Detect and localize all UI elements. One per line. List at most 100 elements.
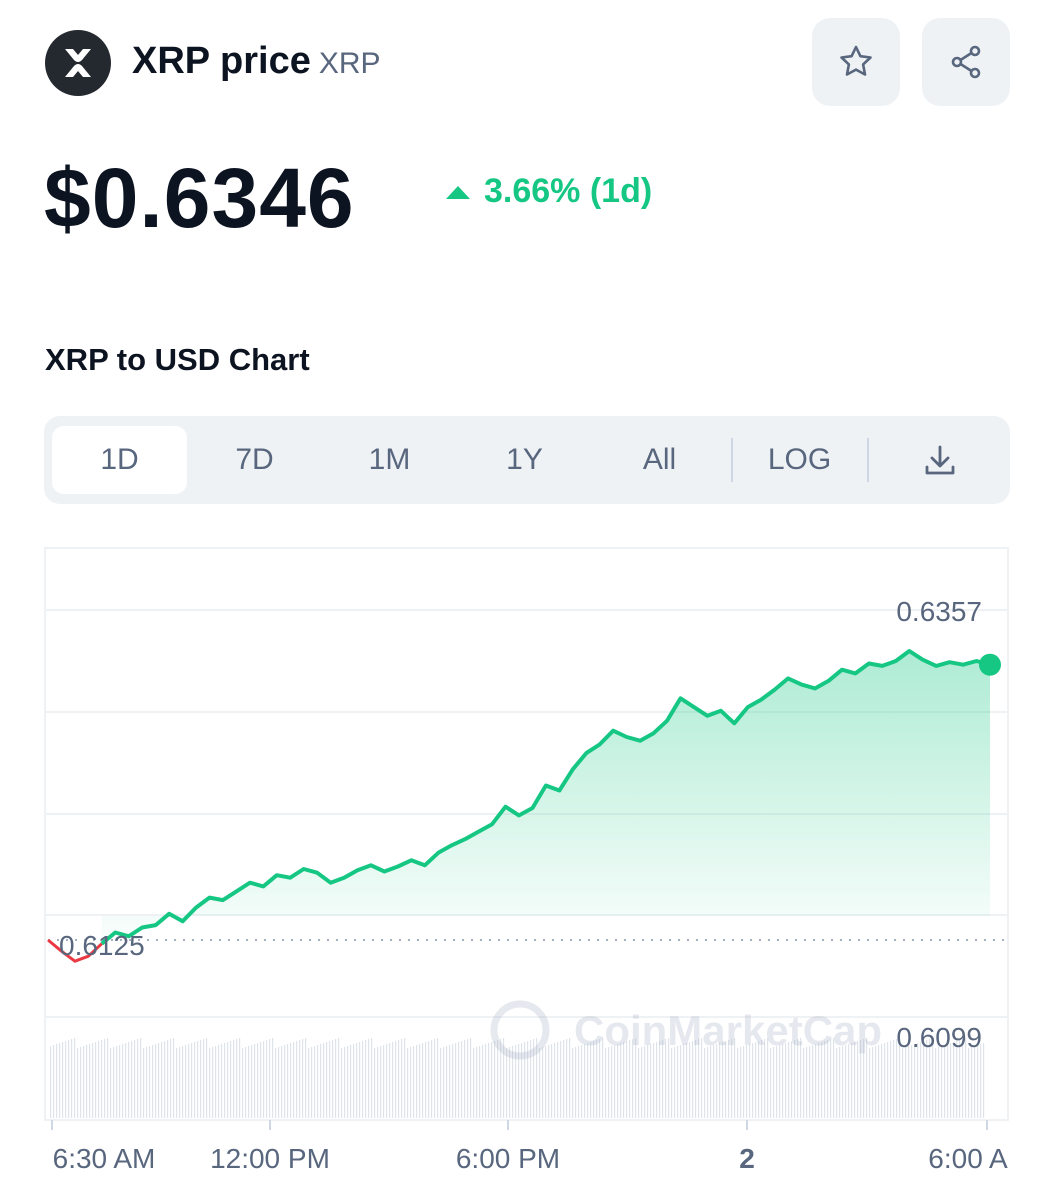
tab-7d[interactable]: 7D [235,443,274,476]
volume-bar [500,1039,502,1118]
tab-log[interactable]: LOG [767,443,832,476]
volume-bar [320,1044,322,1118]
volume-bar [584,1044,586,1118]
volume-bar [344,1047,346,1118]
volume-bar [497,1040,499,1118]
volume-bar [230,1041,232,1118]
volume-bar [95,1042,97,1118]
volume-bar [407,1048,409,1118]
volume-bar [248,1046,250,1118]
download-button[interactable] [872,426,1007,494]
tab-divider [867,438,869,482]
volume-bar [719,1043,721,1118]
volume-bar [542,1047,544,1118]
volume-bar [878,1045,880,1118]
volume-bar [692,1041,694,1118]
volume-bar [962,1039,964,1118]
volume-bar [947,1044,949,1118]
volume-bar [329,1041,331,1118]
volume-bar [560,1041,562,1118]
tab-1y[interactable]: 1Y [506,443,543,476]
volume-bar [473,1048,475,1118]
tab-1d[interactable]: 1D [52,426,187,494]
tab-1m[interactable]: 1M [368,443,411,476]
volume-bar [59,1043,61,1118]
volume-bar [680,1045,682,1118]
volume-bar [728,1040,730,1118]
volume-bar [695,1040,697,1118]
volume-bar [431,1040,433,1118]
volume-bar [554,1043,556,1118]
volume-bar [341,1048,343,1118]
volume-bar [71,1039,73,1118]
volume-bar [332,1040,334,1118]
volume-bar [197,1041,199,1118]
volume-bar [239,1038,241,1118]
volume-bar [311,1047,313,1118]
volume-bar [200,1040,202,1118]
volume-bar [740,1047,742,1118]
volume-bar [419,1044,421,1118]
volume-bar [515,1045,517,1118]
volume-bar [929,1039,931,1118]
volume-bar [317,1045,319,1118]
volume-bar [824,1041,826,1118]
volume-bar [494,1041,496,1118]
volume-bar [758,1041,760,1118]
volume-bar [56,1044,58,1118]
volume-bar [299,1040,301,1118]
share-button[interactable] [922,18,1010,106]
volume-bar [563,1040,565,1118]
volume-bar [446,1046,448,1118]
volume-bar [647,1045,649,1118]
volume-bar [854,1042,856,1118]
volume-bar [479,1046,481,1118]
volume-bar [566,1039,568,1118]
volume-bar [608,1047,610,1118]
volume-bar [602,1038,604,1118]
volume-bar [902,1048,904,1118]
volume-bar [110,1048,112,1118]
volume-bar [74,1038,76,1118]
x-tick-label: 2 [739,1143,755,1174]
volume-bar [683,1044,685,1118]
volume-bar [980,1044,982,1118]
watermark: CoinMarketCap [490,1000,882,1060]
volume-bar [857,1041,859,1118]
volume-bar [386,1044,388,1118]
volume-bar [650,1044,652,1118]
volume-bar [593,1041,595,1118]
volume-bar [899,1038,901,1118]
volume-bar [620,1043,622,1118]
volume-bar [782,1044,784,1118]
volume-bar [869,1048,871,1118]
watchlist-button[interactable] [812,18,900,106]
volume-bar [572,1048,574,1118]
tab-all[interactable]: All [642,443,677,476]
coin-name: XRP price [132,40,311,82]
volume-bar [155,1044,157,1118]
volume-bar [749,1044,751,1118]
volume-bar [734,1038,736,1118]
volume-bar [524,1042,526,1118]
volume-bar [533,1039,535,1118]
watermark-text: CoinMarketCap [574,1007,882,1054]
volume-bar [848,1044,850,1118]
volume-bar [176,1048,178,1118]
volume-bar [269,1039,271,1118]
low-label: 0.6099 [896,1022,982,1053]
volume-bar [893,1040,895,1118]
volume-bar [968,1048,970,1118]
current-price-marker [979,653,1001,676]
volume-bar [545,1046,547,1118]
volume-bar [641,1047,643,1118]
price-chart[interactable]: CoinMarketCap 0.6357 0.6125 0.6099 6:30 … [0,540,1054,1200]
volume-bar [308,1048,310,1118]
volume-bar [725,1041,727,1118]
volume-bar [920,1042,922,1118]
volume-bar [461,1041,463,1118]
volume-bar [611,1046,613,1118]
volume-bar [629,1040,631,1118]
volume-bar [80,1047,82,1118]
volume-bar [941,1046,943,1118]
